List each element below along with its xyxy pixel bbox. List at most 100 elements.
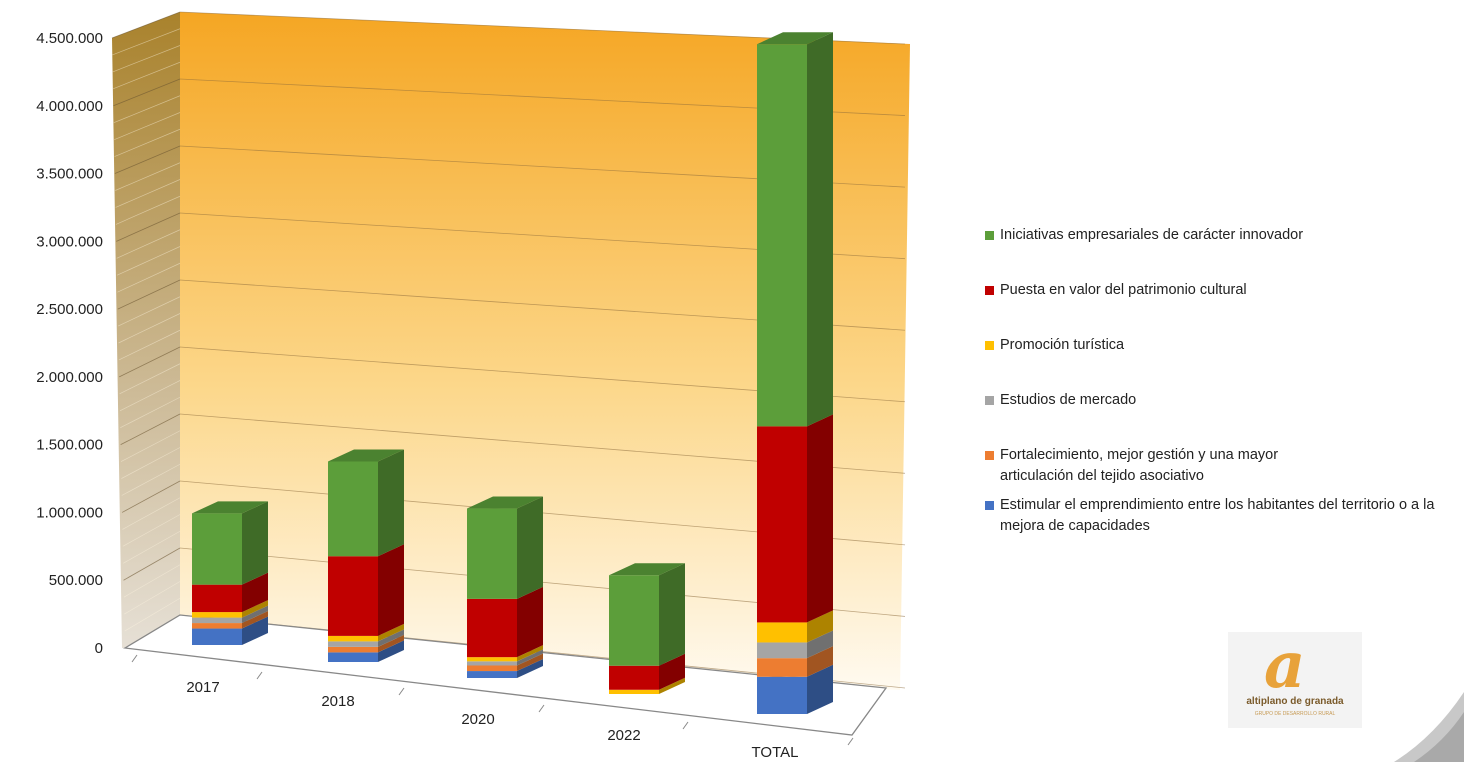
bar-segment [467, 496, 543, 599]
bar-side [242, 611, 268, 629]
legend-item: Estudios de mercado [985, 390, 1455, 411]
bar-segment [467, 653, 543, 672]
bar-front [609, 665, 659, 690]
side-wall-slat [122, 497, 181, 530]
side-wall-slat [116, 229, 181, 259]
bar-side [378, 629, 404, 647]
side-gridline [113, 78, 181, 107]
legend-item: Estimular el emprendimiento entre los ha… [985, 495, 1455, 537]
bar-side [517, 653, 543, 672]
bar-side [378, 634, 404, 653]
bar-side [242, 616, 268, 645]
bar-front [757, 642, 807, 659]
x-tick-mark [538, 704, 545, 713]
side-wall-slat [120, 430, 181, 462]
y-tick-label: 500.000 [49, 572, 103, 589]
legend-item: Promoción turística [985, 335, 1455, 356]
bar-segment [192, 616, 268, 645]
bar-side [517, 496, 543, 599]
legend-swatch [985, 451, 994, 460]
x-tick-mark [682, 721, 689, 730]
bar-side [807, 630, 833, 659]
bar-front [328, 635, 378, 642]
bar-side [517, 649, 543, 666]
side-wall-slat [117, 296, 181, 327]
bar-side [242, 605, 268, 624]
y-tick-label: 2.000.000 [36, 369, 103, 386]
bar-top [328, 449, 404, 462]
bar-stack-2022 [609, 563, 685, 694]
side-wall-slat [118, 329, 181, 361]
bar-side [659, 677, 685, 694]
page-curl-corner [1394, 692, 1464, 762]
bar-front [467, 598, 517, 658]
side-gridline [111, 11, 181, 39]
bar-segment [757, 664, 833, 714]
side-wall-slat [112, 45, 181, 73]
legend-swatch [985, 341, 994, 350]
bar-front [192, 584, 242, 613]
bar-segment [467, 649, 543, 666]
bar-segment [757, 32, 833, 427]
side-gridline [116, 212, 181, 242]
y-tick-label: 1.500.000 [36, 437, 103, 454]
y-tick-label: 4.500.000 [36, 30, 103, 47]
side-wall-slat [121, 463, 181, 496]
legend-label: Estudios de mercado [1000, 392, 1137, 408]
bar-segment [192, 572, 268, 613]
side-wall-slat [124, 597, 181, 632]
side-wall-slat [121, 447, 181, 479]
bar-top [609, 563, 685, 576]
bar-front [328, 641, 378, 647]
bar-stack-total [757, 32, 833, 714]
bar-stack-2017 [192, 501, 268, 645]
legend-label: Estimular el emprendimiento entre los ha… [1000, 497, 1435, 534]
bar-front [757, 676, 807, 714]
bar-side [517, 645, 543, 662]
y-tick-label: 1.000.000 [36, 504, 103, 521]
bar-segment [192, 501, 268, 585]
bar-front [757, 622, 807, 643]
x-tick-mark [256, 671, 263, 680]
bar-segment [609, 653, 685, 690]
side-wall-slat [123, 564, 181, 598]
legend-item: Puesta en valor del patrimonio cultural [985, 280, 1455, 301]
side-wall-slat [124, 581, 181, 615]
bar-side [517, 586, 543, 658]
x-tick-label: TOTAL [752, 744, 799, 761]
side-wall-slat [114, 128, 181, 157]
bar-segment [328, 629, 404, 647]
side-wall [112, 12, 180, 650]
bar-side [242, 600, 268, 618]
side-gridline [119, 346, 181, 378]
bar-segment [192, 605, 268, 624]
bar-side [659, 563, 685, 666]
side-wall-slat [123, 530, 181, 564]
bar-side [378, 623, 404, 642]
bar-side [242, 572, 268, 613]
side-wall-slat [112, 61, 181, 90]
y-tick-label: 0 [95, 640, 103, 657]
side-wall-slat [122, 514, 181, 547]
x-tick-label: 2017 [186, 679, 219, 696]
side-gridline [121, 480, 181, 513]
side-wall-slat [115, 179, 181, 208]
side-gridline [114, 145, 181, 174]
bar-segment [192, 600, 268, 618]
legend-swatch [985, 396, 994, 405]
bar-segment [757, 630, 833, 659]
side-wall-slat [118, 313, 181, 344]
bar-side [378, 449, 404, 557]
bar-front [328, 652, 378, 662]
bar-segment [757, 646, 833, 677]
side-wall-slat [113, 95, 181, 124]
side-wall-slat [114, 112, 181, 140]
legend-swatch [985, 231, 994, 240]
bar-front [192, 612, 242, 618]
legend-swatch [985, 501, 994, 510]
bar-front [467, 508, 517, 599]
bar-front [192, 623, 242, 629]
bar-segment [467, 586, 543, 658]
bar-segment [192, 611, 268, 629]
